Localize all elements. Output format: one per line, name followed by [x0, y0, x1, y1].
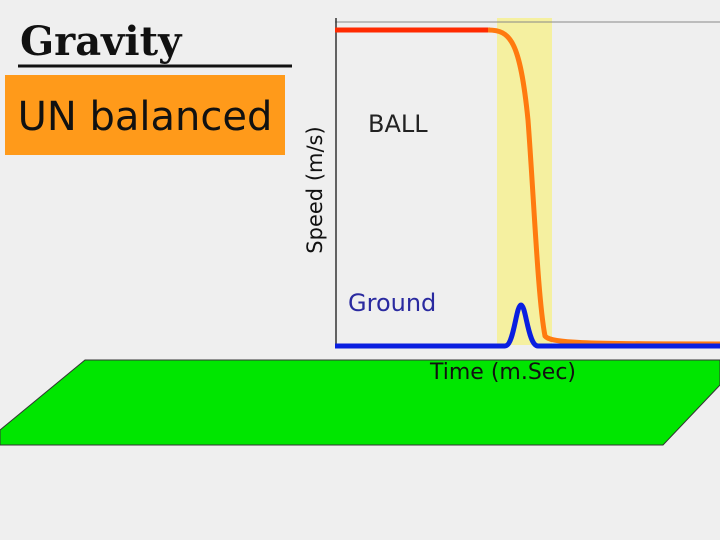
highlight-band — [497, 18, 552, 345]
ground-curve — [335, 302, 720, 349]
label-box-text: UN balanced — [18, 94, 273, 140]
slide-title: Gravity — [20, 18, 183, 65]
y-axis-label: Speed (m/s) — [303, 126, 327, 253]
x-axis-label: Time (m.Sec) — [429, 360, 576, 385]
ball-curve — [487, 27, 720, 347]
label-box — [5, 75, 285, 155]
ball-label: BALL — [368, 110, 428, 138]
ground-plane — [0, 359, 720, 446]
ground-label: Ground — [348, 289, 436, 317]
